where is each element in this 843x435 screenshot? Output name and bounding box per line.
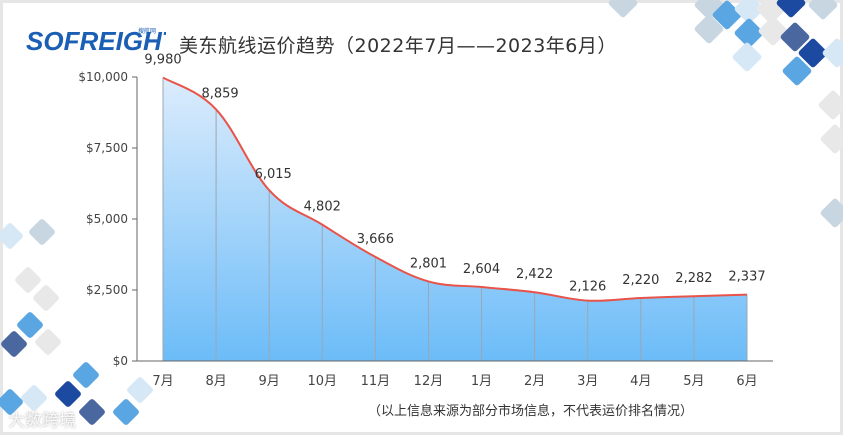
y-tick-label: $5,000 [86,212,128,226]
decor-tiles-bottom-left [0,219,153,425]
x-tick-label: 3月 [577,374,598,389]
data-labels: 9,980 8,859 6,015 4,802 3,666 2,801 2,604 2,422… [144,53,765,295]
x-tick-label: 11月 [361,374,391,389]
y-tick-label: $0 [113,354,128,368]
price-line-path [162,76,748,302]
area-path [163,77,747,362]
data-value-label: 3,666 [357,232,394,247]
data-value-label: 2,422 [516,267,553,282]
data-value-label: 2,220 [622,273,659,288]
data-value-label: 2,604 [463,262,500,277]
x-tick-label: 2月 [524,374,545,389]
vertical-drop-lines [162,77,748,361]
y-tick-label: $7,500 [86,141,128,155]
logo-text: SOFREIGHT [26,26,166,54]
x-tick-label: 1月 [471,374,492,389]
data-value-label: 2,126 [569,280,606,295]
axes: $0 $2,500 $5,000 $7,500 $10,000 7月 8月 9月 10月 11月 1… [78,70,773,389]
data-value-label: 9,980 [144,53,181,68]
data-value-label: 2,337 [728,270,765,285]
decor-tiles-top-right [608,0,843,228]
data-value-label: 2,801 [410,256,447,271]
x-tick-label: 10月 [307,374,337,389]
data-value-label: 8,859 [201,86,238,101]
data-value-label: 2,282 [675,271,712,286]
x-tick-label: 5月 [683,374,704,389]
data-value-label: 4,802 [304,200,341,215]
chart-title: 美东航线运价趋势（2022年7月——2023年6月） [179,35,617,57]
source-disclaimer: （以上信息来源为部分市场信息，不代表运价排名情况） [368,404,694,419]
price-line [162,76,748,302]
x-tick-label: 12月 [414,374,444,389]
x-tick-label: 6月 [736,374,757,389]
logo-subtext: 搜航网 [138,27,156,35]
x-tick-label: 4月 [630,374,651,389]
x-tick-label: 7月 [152,374,173,389]
data-value-label: 6,015 [255,167,292,182]
area-fill [163,77,747,362]
x-tick-label: 9月 [259,374,280,389]
y-tick-label: $2,500 [86,283,128,297]
y-tick-label: $10,000 [78,70,128,84]
x-tick-label: 8月 [205,374,226,389]
watermark: 大数跨境 [8,411,76,431]
sofreight-logo: SOFREIGHT 搜航网 [26,26,166,54]
